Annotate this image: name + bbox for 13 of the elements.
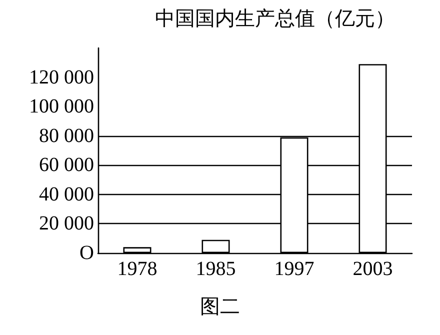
y-tick-label: 40 000 (39, 183, 94, 206)
chart-title: 中国国内生产总值（亿元） (155, 8, 395, 30)
text: 图二 (200, 296, 240, 318)
x-tick-label: 1985 (196, 258, 236, 280)
y-tick-label: 120 000 (29, 66, 94, 88)
x-tick-label: 1978 (117, 258, 158, 280)
y-tick-label: 60 000 (39, 154, 94, 176)
x-tick-label: 2003 (352, 258, 393, 280)
y-tick-label: 100 000 (29, 96, 94, 118)
y-tick-label: 80 000 (39, 124, 94, 147)
y-tick-label: 20 000 (39, 212, 94, 235)
x-tick-label: 1997 (274, 258, 314, 280)
y-tick-label: O (80, 242, 94, 264)
